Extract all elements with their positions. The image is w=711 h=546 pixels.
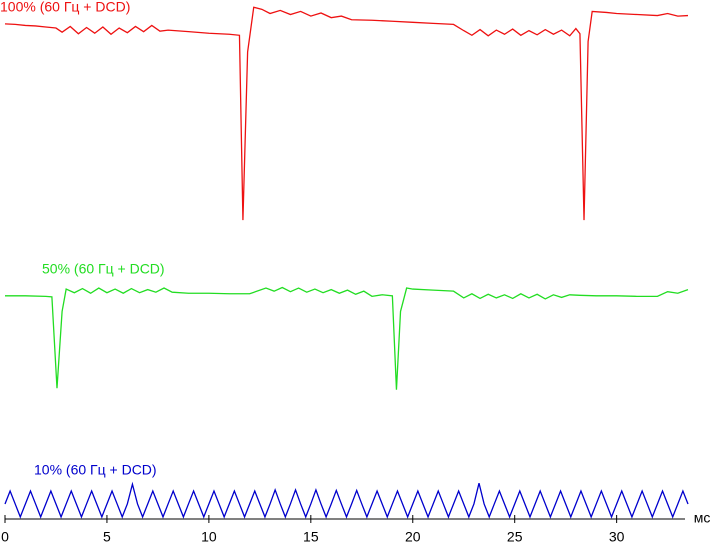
x-tick-label: 0 (1, 529, 9, 545)
series-label: 100% (60 Гц + DCD) (0, 0, 130, 15)
x-axis-label: мс (694, 510, 711, 526)
x-tick-label: 10 (201, 529, 217, 545)
x-tick-label: 5 (103, 529, 111, 545)
x-tick-label: 15 (303, 529, 319, 545)
x-tick-label: 25 (507, 529, 523, 545)
signal-line (4, 6, 689, 221)
series-label: 10% (60 Гц + DCD) (34, 462, 157, 478)
x-tick-label: 20 (405, 529, 421, 545)
signal-line (5, 286, 689, 390)
signal-line (4, 481, 689, 519)
x-tick-label: 30 (609, 529, 625, 545)
series-label: 50% (60 Гц + DCD) (42, 261, 165, 277)
